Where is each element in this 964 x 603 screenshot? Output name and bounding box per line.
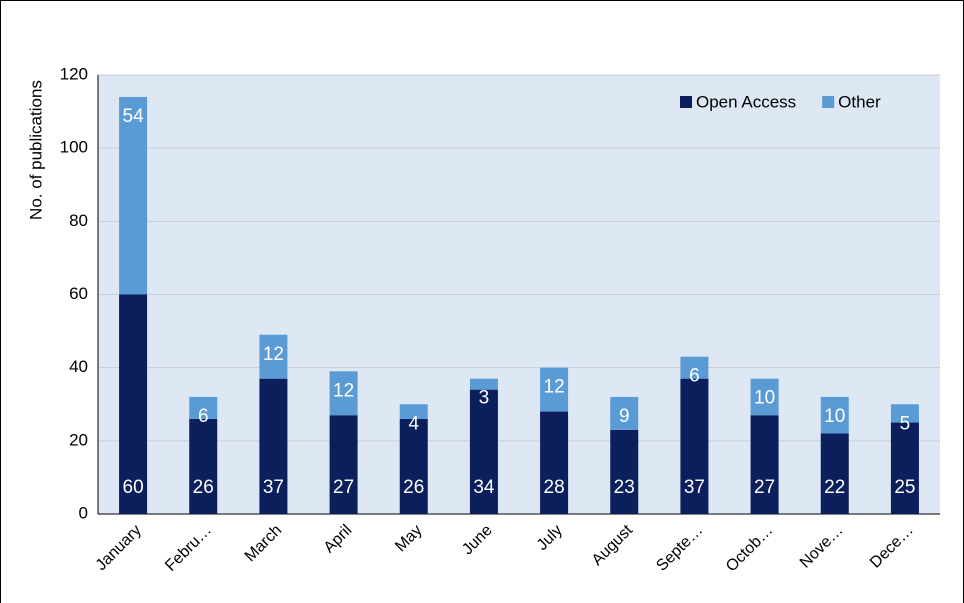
bar-segment — [119, 96, 148, 295]
bar-segment — [680, 378, 709, 514]
y-tick-label: 40 — [69, 357, 88, 376]
data-label: 37 — [684, 477, 705, 498]
bar-segment — [680, 356, 709, 379]
bar-segment — [540, 367, 569, 412]
y-tick-label: 120 — [60, 64, 88, 83]
legend-swatch — [822, 96, 835, 108]
data-label: 9 — [619, 406, 630, 427]
data-label: 37 — [263, 477, 284, 498]
data-label: 6 — [689, 366, 700, 387]
bar-segment — [890, 422, 919, 514]
data-label: 28 — [544, 477, 565, 498]
bar-segment — [890, 404, 919, 423]
bar-segment — [259, 334, 288, 379]
legend-label: Other — [838, 92, 881, 111]
data-label: 5 — [900, 413, 911, 434]
bar-segment — [399, 418, 428, 514]
bar-segment — [189, 418, 218, 514]
legend-swatch — [680, 96, 692, 108]
data-label: 27 — [333, 477, 354, 498]
data-label: 10 — [824, 406, 845, 427]
bar-segment — [610, 429, 639, 514]
data-label: 54 — [123, 106, 145, 127]
bar-segment — [399, 404, 428, 419]
bar-segment — [329, 371, 358, 416]
y-tick-label: 80 — [69, 211, 88, 230]
data-label: 26 — [193, 477, 214, 498]
bar-segment — [820, 433, 849, 514]
data-label: 10 — [754, 388, 775, 409]
bar-segment — [329, 415, 358, 514]
y-tick-label: 20 — [69, 430, 88, 449]
bar-segment — [820, 396, 849, 434]
bar-segment — [259, 378, 288, 514]
data-label: 12 — [263, 344, 284, 365]
bar-segment — [750, 378, 779, 416]
bar-segment — [540, 411, 569, 514]
data-label: 12 — [333, 380, 354, 401]
data-label: 4 — [408, 413, 419, 434]
data-label: 12 — [544, 377, 565, 398]
data-label: 6 — [198, 406, 209, 427]
data-label: 34 — [473, 477, 495, 498]
data-label: 3 — [479, 388, 490, 409]
y-tick-label: 60 — [69, 284, 88, 303]
legend-label: Open Access — [696, 92, 796, 111]
data-label: 22 — [824, 477, 845, 498]
data-label: 60 — [123, 477, 144, 498]
bar-segment — [750, 415, 779, 514]
bar-segment — [189, 396, 218, 419]
data-label: 26 — [403, 477, 424, 498]
data-label: 27 — [754, 477, 775, 498]
bar-segment — [469, 378, 498, 390]
data-label: 23 — [614, 477, 635, 498]
y-axis-label: No. of publications — [26, 80, 45, 220]
bar-segment — [469, 389, 498, 514]
y-tick-label: 0 — [79, 503, 88, 522]
bar-segment — [610, 396, 639, 430]
data-label: 25 — [894, 477, 915, 498]
bar-segment — [119, 294, 148, 514]
y-tick-label: 100 — [60, 138, 88, 157]
